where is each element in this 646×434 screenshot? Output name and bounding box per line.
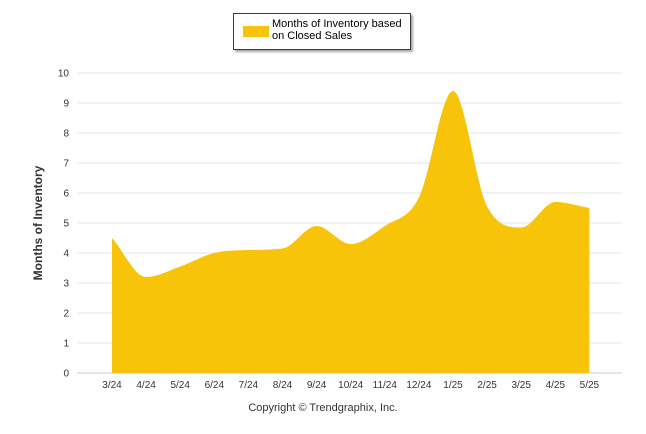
x-tick-label: 2/25 <box>477 380 497 391</box>
y-tick-label: 10 <box>58 69 70 80</box>
y-tick-label: 9 <box>63 99 69 110</box>
y-tick-label: 8 <box>63 129 69 140</box>
x-tick-label: 5/25 <box>580 380 600 391</box>
y-tick-label: 2 <box>63 309 69 320</box>
x-tick-label: 5/24 <box>170 380 190 391</box>
series-area <box>112 91 590 373</box>
x-tick-labels: 3/24 4/24 5/24 6/24 7/24 8/24 9/24 10/24 11/24 12… <box>102 380 599 391</box>
y-tick-labels: 0 1 2 3 4 5 6 7 8 9 10 <box>58 69 70 380</box>
x-tick-label: 8/24 <box>273 380 293 391</box>
x-tick-label: 4/24 <box>136 380 156 391</box>
x-tick-label: 11/24 <box>373 380 398 391</box>
y-tick-label: 3 <box>63 279 69 290</box>
x-tick-label: 7/24 <box>239 380 259 391</box>
x-tick-label: 1/25 <box>443 380 463 391</box>
legend: Months of Inventory based on Closed Sale… <box>233 13 411 50</box>
copyright-footer: Copyright © Trendgraphix, Inc. <box>248 402 398 414</box>
legend-label: Months of Inventory based on Closed Sale… <box>272 18 402 42</box>
y-tick-label: 4 <box>63 249 69 260</box>
x-tick-label: 9/24 <box>307 380 327 391</box>
y-axis-title: Months of Inventory <box>31 165 45 280</box>
area-layer <box>112 91 590 373</box>
y-tick-label: 6 <box>63 189 69 200</box>
y-tick-label: 1 <box>63 339 69 350</box>
legend-swatch <box>243 26 269 37</box>
x-tick-label: 3/25 <box>511 380 531 391</box>
x-tick-label: 6/24 <box>205 380 225 391</box>
y-tick-label: 5 <box>63 219 69 230</box>
y-tick-label: 0 <box>63 369 69 380</box>
y-tick-label: 7 <box>63 159 69 170</box>
x-tick-label: 4/25 <box>546 380 566 391</box>
x-tick-label: 12/24 <box>406 380 431 391</box>
x-tick-label: 3/24 <box>102 380 122 391</box>
x-tick-label: 10/24 <box>338 380 363 391</box>
